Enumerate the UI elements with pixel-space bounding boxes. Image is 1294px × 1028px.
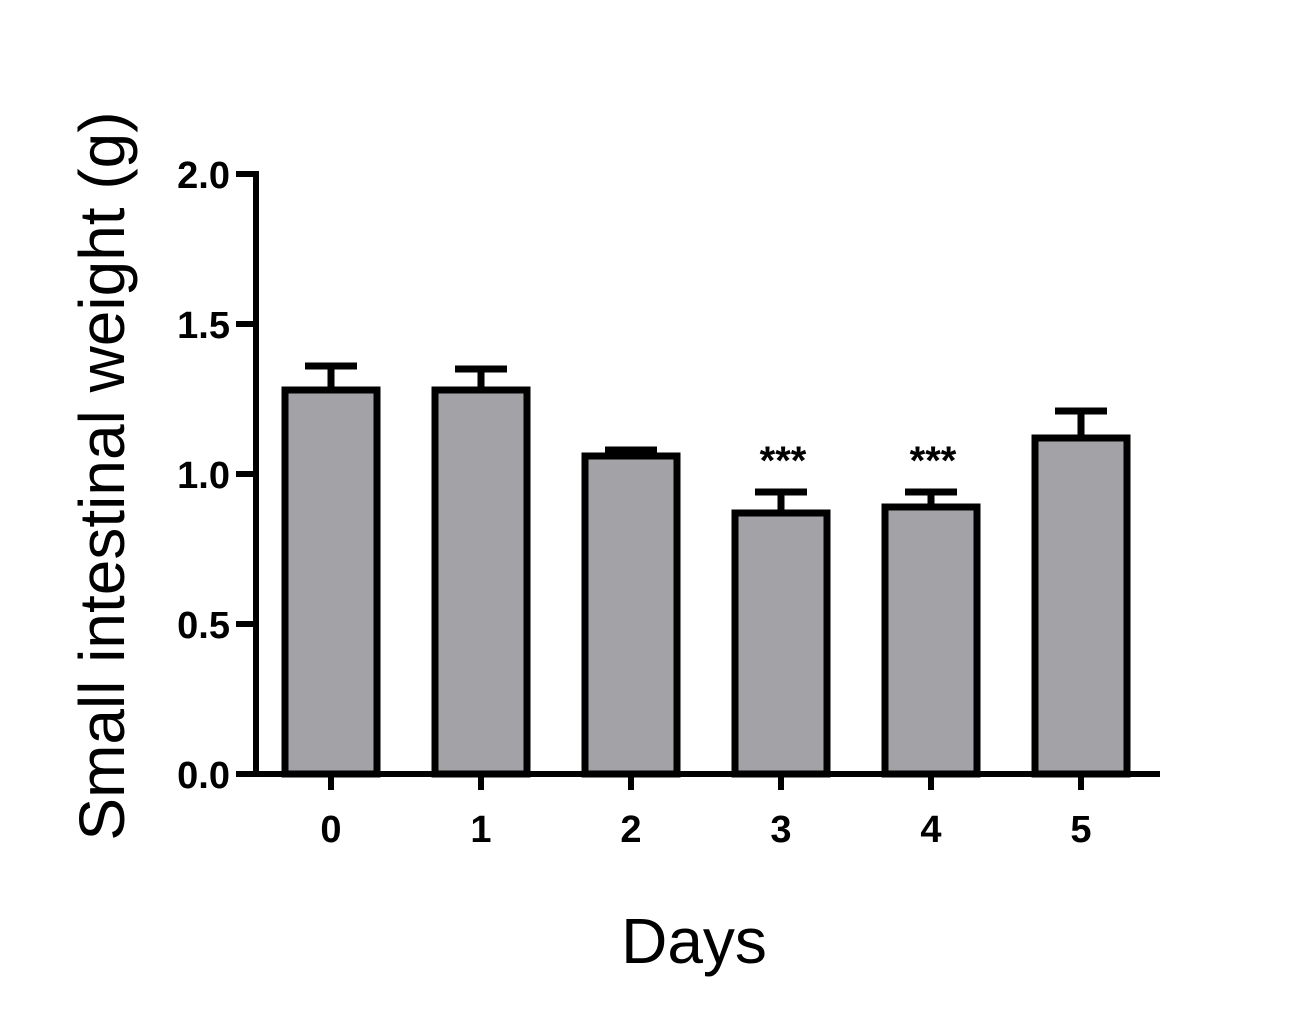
y-tick-label-0.0: 0.0 [177,755,230,797]
y-tick-label-1.0: 1.0 [177,455,230,497]
bar-3 [731,509,831,778]
bars-layer [281,386,1131,778]
y-tick-label-2.0: 2.0 [177,155,230,197]
x-tick-label-5: 5 [1070,809,1091,851]
bar-5 [1031,434,1131,778]
significance-label-4: *** [910,439,957,483]
error-bars-layer [305,362,1107,513]
y-tick-label-0.5: 0.5 [177,605,230,647]
x-tick-label-2: 2 [620,809,641,851]
axes-layer [253,171,1160,777]
x-tick-label-0: 0 [320,809,341,851]
y-ticks-layer: 0.0 0.5 1.0 1.5 2.0 [177,155,256,797]
y-tick-label-1.5: 1.5 [177,305,230,347]
x-tick-label-3: 3 [770,809,791,851]
bar-4 [881,503,981,778]
bar-2 [581,452,681,778]
significance-label-3: *** [760,439,807,483]
x-tick-label-4: 4 [920,809,941,851]
x-axis-title: Days [621,905,767,977]
x-tick-label-1: 1 [470,809,491,851]
bar-0 [281,386,381,778]
x-ticks-layer: 0 1 2 3 4 5 [320,774,1092,851]
bar-1 [431,386,531,778]
annotations-layer: *** *** [760,439,957,483]
y-axis-title: Small intestinal weight (g) [66,111,138,840]
